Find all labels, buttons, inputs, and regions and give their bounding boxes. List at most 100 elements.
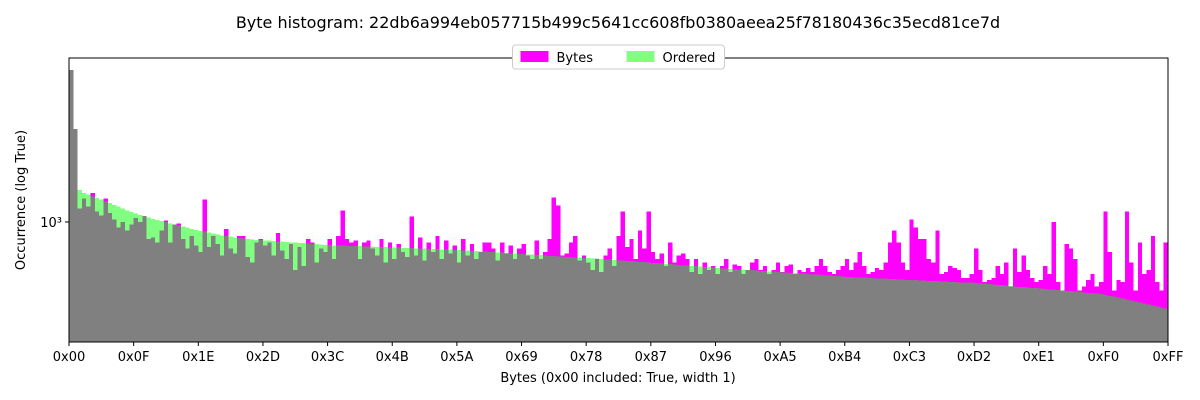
overlap [120,221,126,342]
overlap [487,252,492,342]
overlap [306,243,311,342]
overlap [870,278,875,342]
legend: Bytes Ordered [512,44,725,70]
overlap [1133,301,1138,342]
overlap [831,275,837,342]
overlap [560,256,565,342]
overlap [1043,288,1048,342]
overlap [775,271,781,342]
overlap [340,245,345,342]
overlap [995,284,1000,342]
overlap [883,278,888,342]
overlap [805,274,811,342]
overlap [986,283,992,342]
overlap [767,273,772,342]
overlap [1150,305,1156,342]
overlap [1017,286,1022,342]
bar [1150,236,1156,342]
overlap [784,272,789,342]
overlap [284,258,289,342]
overlap [1055,290,1061,342]
overlap [581,257,587,342]
overlap [262,245,268,342]
overlap [1116,297,1121,342]
overlap [1034,288,1039,342]
overlap [90,196,95,342]
overlap [573,257,578,342]
overlap [1012,286,1018,342]
x-tick-label: 0x4B [376,350,409,365]
overlap [344,245,350,342]
overlap [370,248,375,342]
overlap [280,250,285,342]
overlap [456,262,462,342]
overlap [366,246,371,342]
overlap [1155,306,1160,342]
overlap [469,250,475,342]
overlap [930,280,936,342]
overlap [1146,304,1151,342]
overlap [715,273,720,342]
overlap [1008,286,1013,342]
overlap [629,261,634,342]
overlap [452,249,457,342]
overlap [331,258,337,342]
overlap [909,279,914,342]
overlap [219,255,225,342]
overlap [228,248,233,342]
overlap [202,231,207,342]
overlap [73,128,78,342]
overlap [823,275,828,342]
overlap [814,274,819,342]
overlap [737,269,742,342]
overlap [474,258,479,342]
overlap [1081,292,1087,342]
overlap [655,263,660,342]
overlap [241,238,246,342]
overlap [913,280,919,342]
overlap [1124,299,1130,342]
overlap [547,255,552,342]
overlap [978,283,983,342]
overlap [116,227,121,342]
overlap [206,247,212,342]
overlap [232,253,238,342]
overlap [288,243,294,342]
x-tick-label: 0xB4 [828,350,861,365]
overlap [392,258,397,342]
overlap [840,276,845,342]
overlap [866,277,871,342]
overlap [568,257,574,342]
overlap [905,279,910,342]
overlap [749,270,755,342]
overlap [862,277,867,342]
overlap [556,256,561,342]
overlap [948,281,953,342]
overlap [323,252,328,342]
overlap [159,230,164,342]
overlap [168,242,173,342]
overlap [1163,308,1168,342]
overlap [874,278,880,342]
overlap [448,253,453,342]
overlap [189,236,194,342]
overlap [353,246,358,342]
x-tick-label: 0x3C [311,350,344,365]
plot-area [69,70,1172,342]
overlap [301,266,307,342]
overlap [215,243,220,342]
overlap [310,243,315,342]
overlap [409,248,414,342]
bar [1168,310,1172,342]
overlap [478,252,483,342]
overlap [99,215,104,342]
overlap [193,245,199,342]
overlap [137,221,143,342]
legend-label: Ordered [663,51,716,66]
overlap [1047,289,1052,342]
overlap [762,271,768,342]
overlap [879,278,884,342]
overlap [624,260,630,342]
overlap [314,262,319,342]
overlap [849,277,854,342]
